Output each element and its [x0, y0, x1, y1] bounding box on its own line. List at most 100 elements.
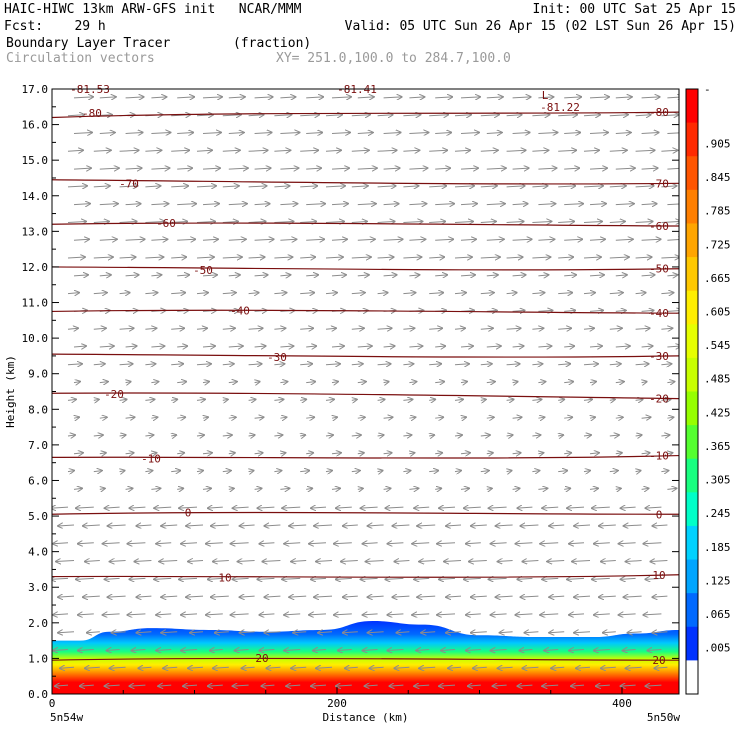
low-value-label: -81.22 [540, 101, 580, 114]
wind-vector [274, 328, 285, 329]
wind-vector [480, 150, 498, 151]
wind-vector [222, 221, 238, 222]
wind-vector [574, 596, 591, 597]
wind-vector [280, 168, 298, 169]
wind-vector [383, 97, 402, 98]
wind-vector [331, 168, 349, 169]
wind-vector [331, 382, 338, 383]
wind-vector [336, 578, 352, 579]
wind-vector [626, 561, 642, 562]
wind-vector [110, 561, 126, 562]
wind-vector [286, 685, 301, 686]
wind-vector [171, 364, 183, 365]
wind-vector [177, 97, 194, 98]
wind-vector [156, 614, 172, 615]
wind-vector [325, 115, 342, 116]
y-tick-label: 16.0 [22, 119, 49, 132]
wind-vector [345, 667, 358, 668]
wind-vector [383, 168, 400, 169]
wind-vector [429, 221, 445, 222]
wind-vector [635, 364, 649, 365]
wind-vector [127, 543, 146, 544]
wind-vector [196, 364, 211, 365]
colorbar-swatch [686, 425, 698, 460]
wind-vector [177, 132, 193, 133]
x-axis-label: Distance (km) [322, 711, 408, 724]
wind-vector [513, 382, 518, 383]
wind-vector [601, 667, 616, 668]
wind-vector [454, 471, 461, 472]
wind-vector [645, 507, 662, 508]
wind-vector [161, 596, 178, 597]
wind-vector [378, 471, 383, 472]
wind-vector [636, 471, 641, 472]
header-line2-left: Fcst: 29 h [4, 19, 106, 34]
wind-vector [609, 257, 629, 258]
wind-vector [222, 257, 242, 258]
wind-vector [99, 382, 108, 383]
wind-vector [280, 97, 295, 98]
wind-vector [480, 186, 497, 187]
wind-vector [357, 382, 366, 383]
colorbar-swatch [686, 559, 698, 594]
wind-vector [196, 399, 205, 400]
wind-vector [589, 382, 596, 383]
wind-vector [331, 275, 346, 276]
wind-vector [311, 507, 327, 508]
wind-vector [592, 578, 610, 579]
wind-vector [107, 650, 120, 651]
wind-vector [357, 417, 365, 418]
wind-vector [454, 364, 469, 365]
wind-vector [151, 97, 166, 98]
wind-vector [368, 525, 384, 526]
wind-vector [549, 596, 565, 597]
wind-vector [596, 685, 610, 686]
wind-vector [208, 685, 223, 686]
wind-vector [306, 488, 312, 489]
colorbar-label: .785 [704, 205, 731, 218]
wind-vector [361, 507, 378, 508]
wind-vector [590, 417, 595, 418]
wind-vector [314, 596, 333, 597]
wind-vector [87, 632, 100, 633]
wind-vector [667, 97, 679, 98]
wind-vector [419, 561, 436, 562]
wind-vector [306, 132, 322, 133]
wind-vector [73, 382, 80, 383]
wind-vector [274, 471, 281, 472]
wind-vector [667, 167, 679, 170]
wind-vector [159, 561, 178, 562]
wind-vector [331, 453, 341, 454]
wind-vector [284, 543, 301, 544]
isotherm-line [52, 111, 679, 119]
wind-vector [641, 97, 660, 98]
wind-vector [248, 435, 255, 436]
wind-vector [306, 346, 316, 347]
wind-vector [254, 453, 263, 454]
wind-vector [385, 578, 404, 579]
wind-vector [233, 507, 249, 508]
wind-vector [154, 578, 172, 579]
wind-vector [196, 221, 215, 222]
wind-vector [403, 328, 414, 329]
wind-vector [471, 632, 487, 633]
wind-vector [93, 328, 106, 329]
wind-vector [506, 257, 523, 258]
wind-vector [300, 435, 305, 436]
wind-vector [368, 596, 384, 597]
wind-vector [222, 435, 232, 436]
wind-vector [93, 364, 105, 365]
wind-vector [127, 614, 146, 615]
wind-vector [486, 382, 495, 383]
wind-vector [392, 596, 410, 597]
wind-vector [280, 204, 297, 205]
wind-vector [569, 650, 585, 651]
wind-vector [480, 257, 500, 258]
wind-vector [259, 650, 275, 651]
wind-vector [334, 614, 352, 615]
wind-vector [125, 97, 144, 98]
wind-vector [569, 614, 585, 615]
wind-vector [351, 435, 361, 436]
wind-vector [255, 382, 260, 383]
wind-vector [515, 543, 533, 544]
